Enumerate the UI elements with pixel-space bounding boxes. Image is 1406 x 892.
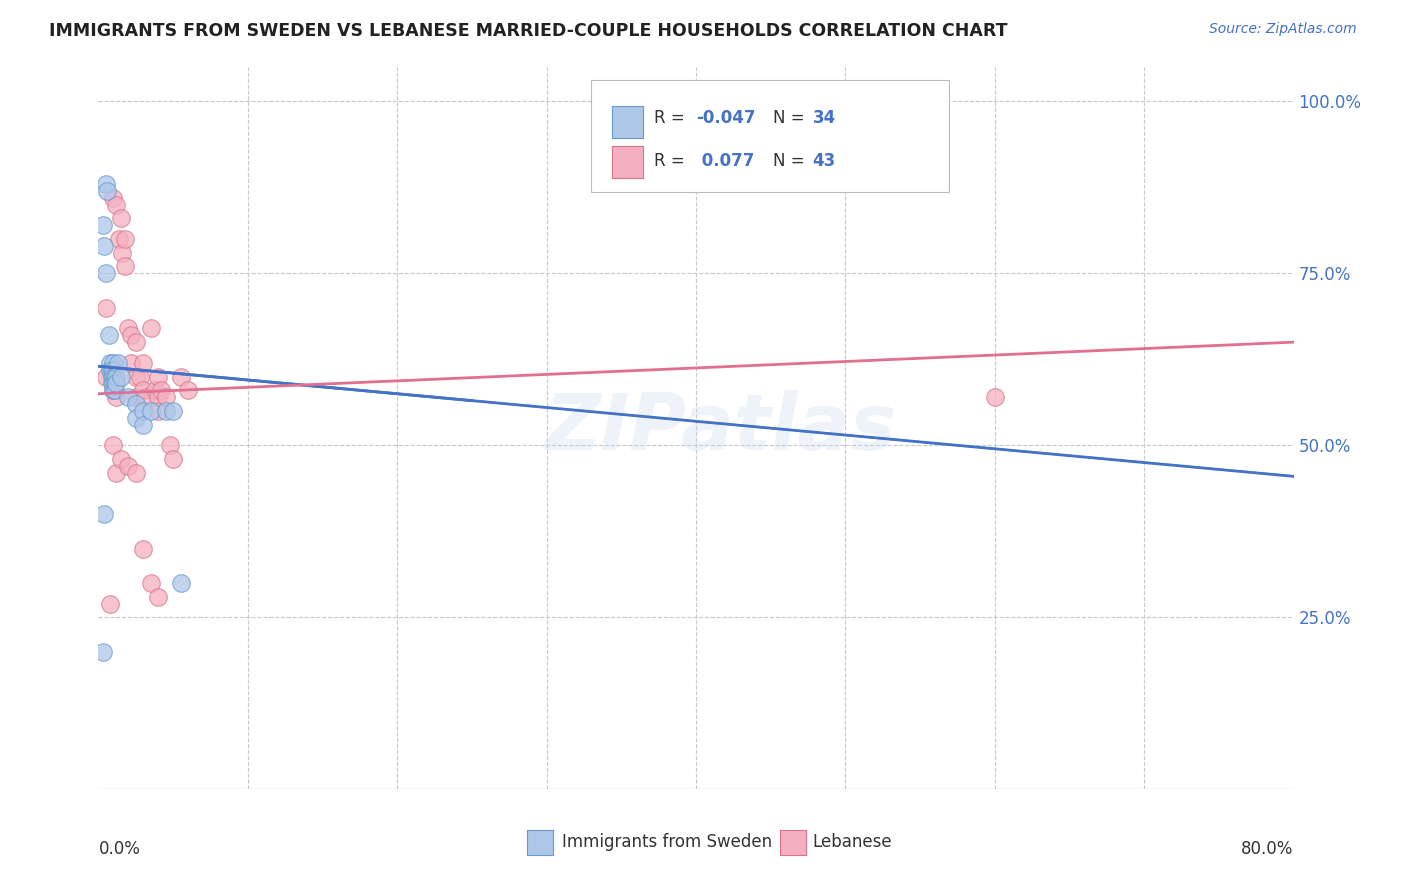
Point [98, 362, 122, 376]
Text: R =: R = [654, 109, 690, 127]
Point [97, 328, 120, 343]
Point [105, 466, 128, 480]
Point [94, 301, 117, 315]
Point [104, 369, 127, 384]
Point [125, 390, 148, 404]
Point [148, 369, 170, 384]
Point [125, 335, 148, 350]
Point [132, 541, 155, 556]
Point [132, 404, 155, 418]
Text: ZIPatlas: ZIPatlas [544, 390, 896, 467]
Text: 80.0%: 80.0% [1241, 840, 1294, 858]
Point [91, 218, 114, 232]
Point [139, 404, 162, 418]
Point [139, 576, 162, 591]
Point [117, 321, 139, 335]
Point [120, 356, 142, 370]
Point [129, 369, 152, 384]
Point [108, 232, 131, 246]
Point [94, 266, 117, 280]
Text: N =: N = [773, 152, 810, 169]
Point [101, 376, 124, 391]
Point [110, 369, 132, 384]
Text: IMMIGRANTS FROM SWEDEN VS LEBANESE MARRIED-COUPLE HOUSEHOLDS CORRELATION CHART: IMMIGRANTS FROM SWEDEN VS LEBANESE MARRI… [49, 22, 1008, 40]
Point [103, 362, 125, 376]
Point [169, 369, 191, 384]
Point [110, 211, 132, 226]
Point [104, 376, 127, 391]
Point [103, 369, 125, 384]
Point [105, 369, 128, 384]
Point [101, 362, 124, 376]
Point [148, 390, 170, 404]
Point [103, 376, 125, 391]
Point [101, 369, 124, 384]
Point [98, 356, 122, 370]
Point [984, 390, 1007, 404]
Point [103, 384, 125, 398]
Point [162, 404, 184, 418]
Point [94, 369, 117, 384]
Point [117, 458, 139, 473]
Point [120, 328, 142, 343]
Point [94, 177, 117, 191]
Point [111, 245, 134, 260]
Text: Lebanese: Lebanese [813, 833, 893, 851]
Point [114, 260, 136, 274]
Text: Source: ZipAtlas.com: Source: ZipAtlas.com [1209, 22, 1357, 37]
Point [148, 404, 170, 418]
Point [177, 384, 200, 398]
Point [159, 438, 181, 452]
Point [132, 356, 155, 370]
Point [125, 369, 148, 384]
Point [105, 376, 128, 391]
Point [132, 384, 155, 398]
Point [103, 356, 125, 370]
Text: 43: 43 [813, 152, 837, 169]
Point [148, 590, 170, 604]
Point [125, 397, 148, 411]
Point [143, 384, 166, 398]
Text: Immigrants from Sweden: Immigrants from Sweden [562, 833, 772, 851]
Point [91, 645, 114, 659]
Point [162, 452, 184, 467]
Point [150, 384, 173, 398]
Point [139, 321, 162, 335]
Point [132, 417, 155, 432]
Point [155, 390, 177, 404]
Point [93, 507, 115, 521]
Point [155, 404, 177, 418]
Point [125, 466, 148, 480]
Point [93, 239, 115, 253]
Point [96, 184, 118, 198]
Point [169, 576, 191, 591]
Point [103, 384, 125, 398]
Point [117, 390, 139, 404]
Point [135, 390, 157, 404]
Point [98, 362, 122, 376]
Point [98, 597, 122, 611]
Point [105, 390, 128, 404]
Point [125, 410, 148, 425]
Text: N =: N = [773, 109, 810, 127]
Point [110, 452, 132, 467]
Text: 34: 34 [813, 109, 837, 127]
Text: -0.047: -0.047 [696, 109, 755, 127]
Text: R =: R = [654, 152, 690, 169]
Point [104, 384, 127, 398]
Point [114, 232, 136, 246]
Text: 0.077: 0.077 [696, 152, 755, 169]
Point [107, 356, 129, 370]
Text: 0.0%: 0.0% [98, 840, 141, 858]
Point [103, 438, 125, 452]
Point [105, 197, 128, 211]
Point [103, 191, 125, 205]
